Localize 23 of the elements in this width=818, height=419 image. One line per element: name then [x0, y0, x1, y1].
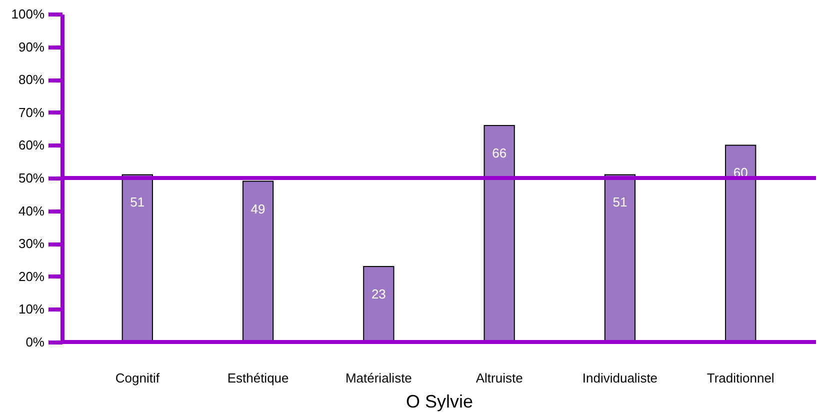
y-tick-label: 50% — [18, 170, 45, 186]
x-tick-label: Matérialiste — [345, 370, 412, 386]
y-tick-label: 20% — [18, 268, 45, 284]
x-tick-label: Altruiste — [476, 370, 523, 386]
y-tick-label: 80% — [18, 72, 45, 88]
x-tick-label: Esthétique — [227, 370, 289, 386]
y-tick-label: 60% — [18, 138, 45, 153]
data-label: 51 — [130, 194, 145, 210]
y-tick-label: 100% — [11, 6, 45, 22]
x-tick-label: Individualiste — [582, 370, 658, 386]
data-label: 23 — [371, 286, 386, 302]
x-axis-title: O Sylvie — [406, 392, 474, 412]
data-label: 49 — [250, 201, 266, 216]
x-tick-label: Traditionnel — [706, 370, 774, 386]
y-tick-label: 10% — [18, 302, 45, 317]
y-tick-label: 0% — [26, 334, 45, 350]
data-label: 66 — [492, 146, 507, 161]
y-tick-label: 40% — [18, 203, 45, 218]
data-label: 51 — [612, 194, 628, 210]
x-tick-label: Cognitif — [115, 370, 160, 386]
y-tick-label: 90% — [18, 39, 45, 54]
y-tick-label: 30% — [18, 236, 45, 252]
y-tick-label: 70% — [18, 104, 45, 120]
